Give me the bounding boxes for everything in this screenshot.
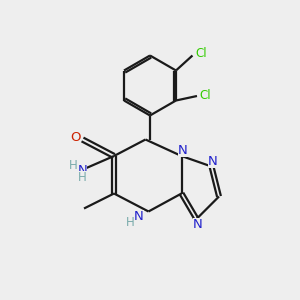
Text: H: H [126, 215, 135, 229]
Text: N: N [208, 154, 218, 168]
Text: H: H [68, 159, 77, 172]
Text: N: N [78, 164, 87, 177]
Text: N: N [134, 209, 144, 223]
Text: N: N [193, 218, 203, 231]
Text: O: O [71, 130, 81, 144]
Text: H: H [78, 171, 87, 184]
Text: N: N [178, 144, 188, 157]
Text: Cl: Cl [200, 89, 211, 103]
Text: Cl: Cl [195, 47, 207, 61]
